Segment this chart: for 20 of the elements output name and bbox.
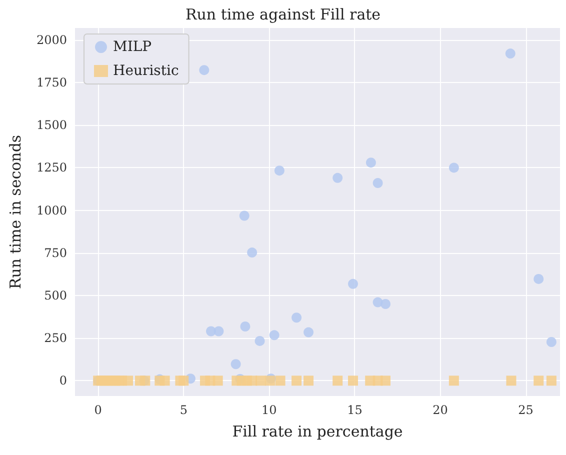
y-tick-label: 2000 — [36, 32, 67, 47]
y-tick-label: 1000 — [36, 203, 67, 218]
y-tick-label: 750 — [44, 246, 67, 260]
x-tick-label: 5 — [180, 403, 188, 417]
x-tick-label: 15 — [347, 403, 362, 417]
x-tick-label: 25 — [518, 403, 534, 417]
legend-label: MILP — [113, 39, 152, 55]
y-tick-label: 250 — [44, 331, 67, 346]
x-tick-label: 0 — [94, 403, 102, 417]
y-tick-label: 1750 — [36, 76, 67, 90]
y-tick-label: 500 — [44, 288, 67, 302]
y-axis-title: Run time in seconds — [6, 134, 24, 290]
chart-title: Run time against Fill rate — [185, 6, 381, 24]
y-tick-label: 1500 — [36, 118, 67, 132]
x-tick-label: 10 — [262, 403, 277, 417]
x-tick-label: 20 — [432, 403, 448, 417]
legend-label: Heuristic — [113, 63, 179, 79]
y-tick-label: 0 — [59, 374, 67, 388]
x-axis-title: Fill rate in percentage — [232, 422, 403, 440]
y-tick-label: 1250 — [36, 160, 67, 175]
